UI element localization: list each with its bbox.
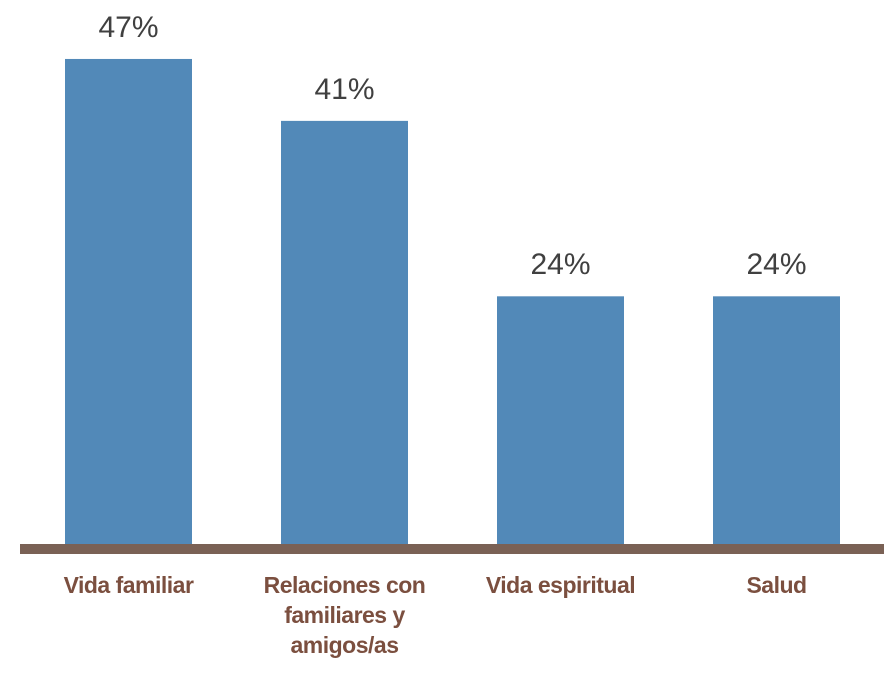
x-tick-label-box: Salud	[746, 572, 807, 598]
x-tick-label: Salud	[746, 572, 807, 598]
x-tick-label: Vida familiar	[63, 572, 194, 598]
x-tick-label: Relaciones con familiares y amigos/as	[263, 572, 426, 658]
bar	[65, 58, 192, 545]
value-label: 24%	[530, 248, 590, 281]
x-axis-line	[20, 544, 884, 554]
bar	[713, 296, 840, 544]
x-tick-label-box: Vida espiritual	[485, 572, 636, 598]
value-label: 24%	[746, 248, 806, 281]
value-label: 41%	[314, 73, 374, 106]
x-tick-label-box: Relaciones con familiares y amigos/as	[263, 572, 426, 658]
x-tick-label-box: Vida familiar	[63, 572, 194, 598]
bar	[281, 120, 408, 544]
x-tick-label: Vida espiritual	[485, 572, 636, 598]
value-label: 47%	[98, 11, 158, 44]
bar	[497, 296, 624, 544]
